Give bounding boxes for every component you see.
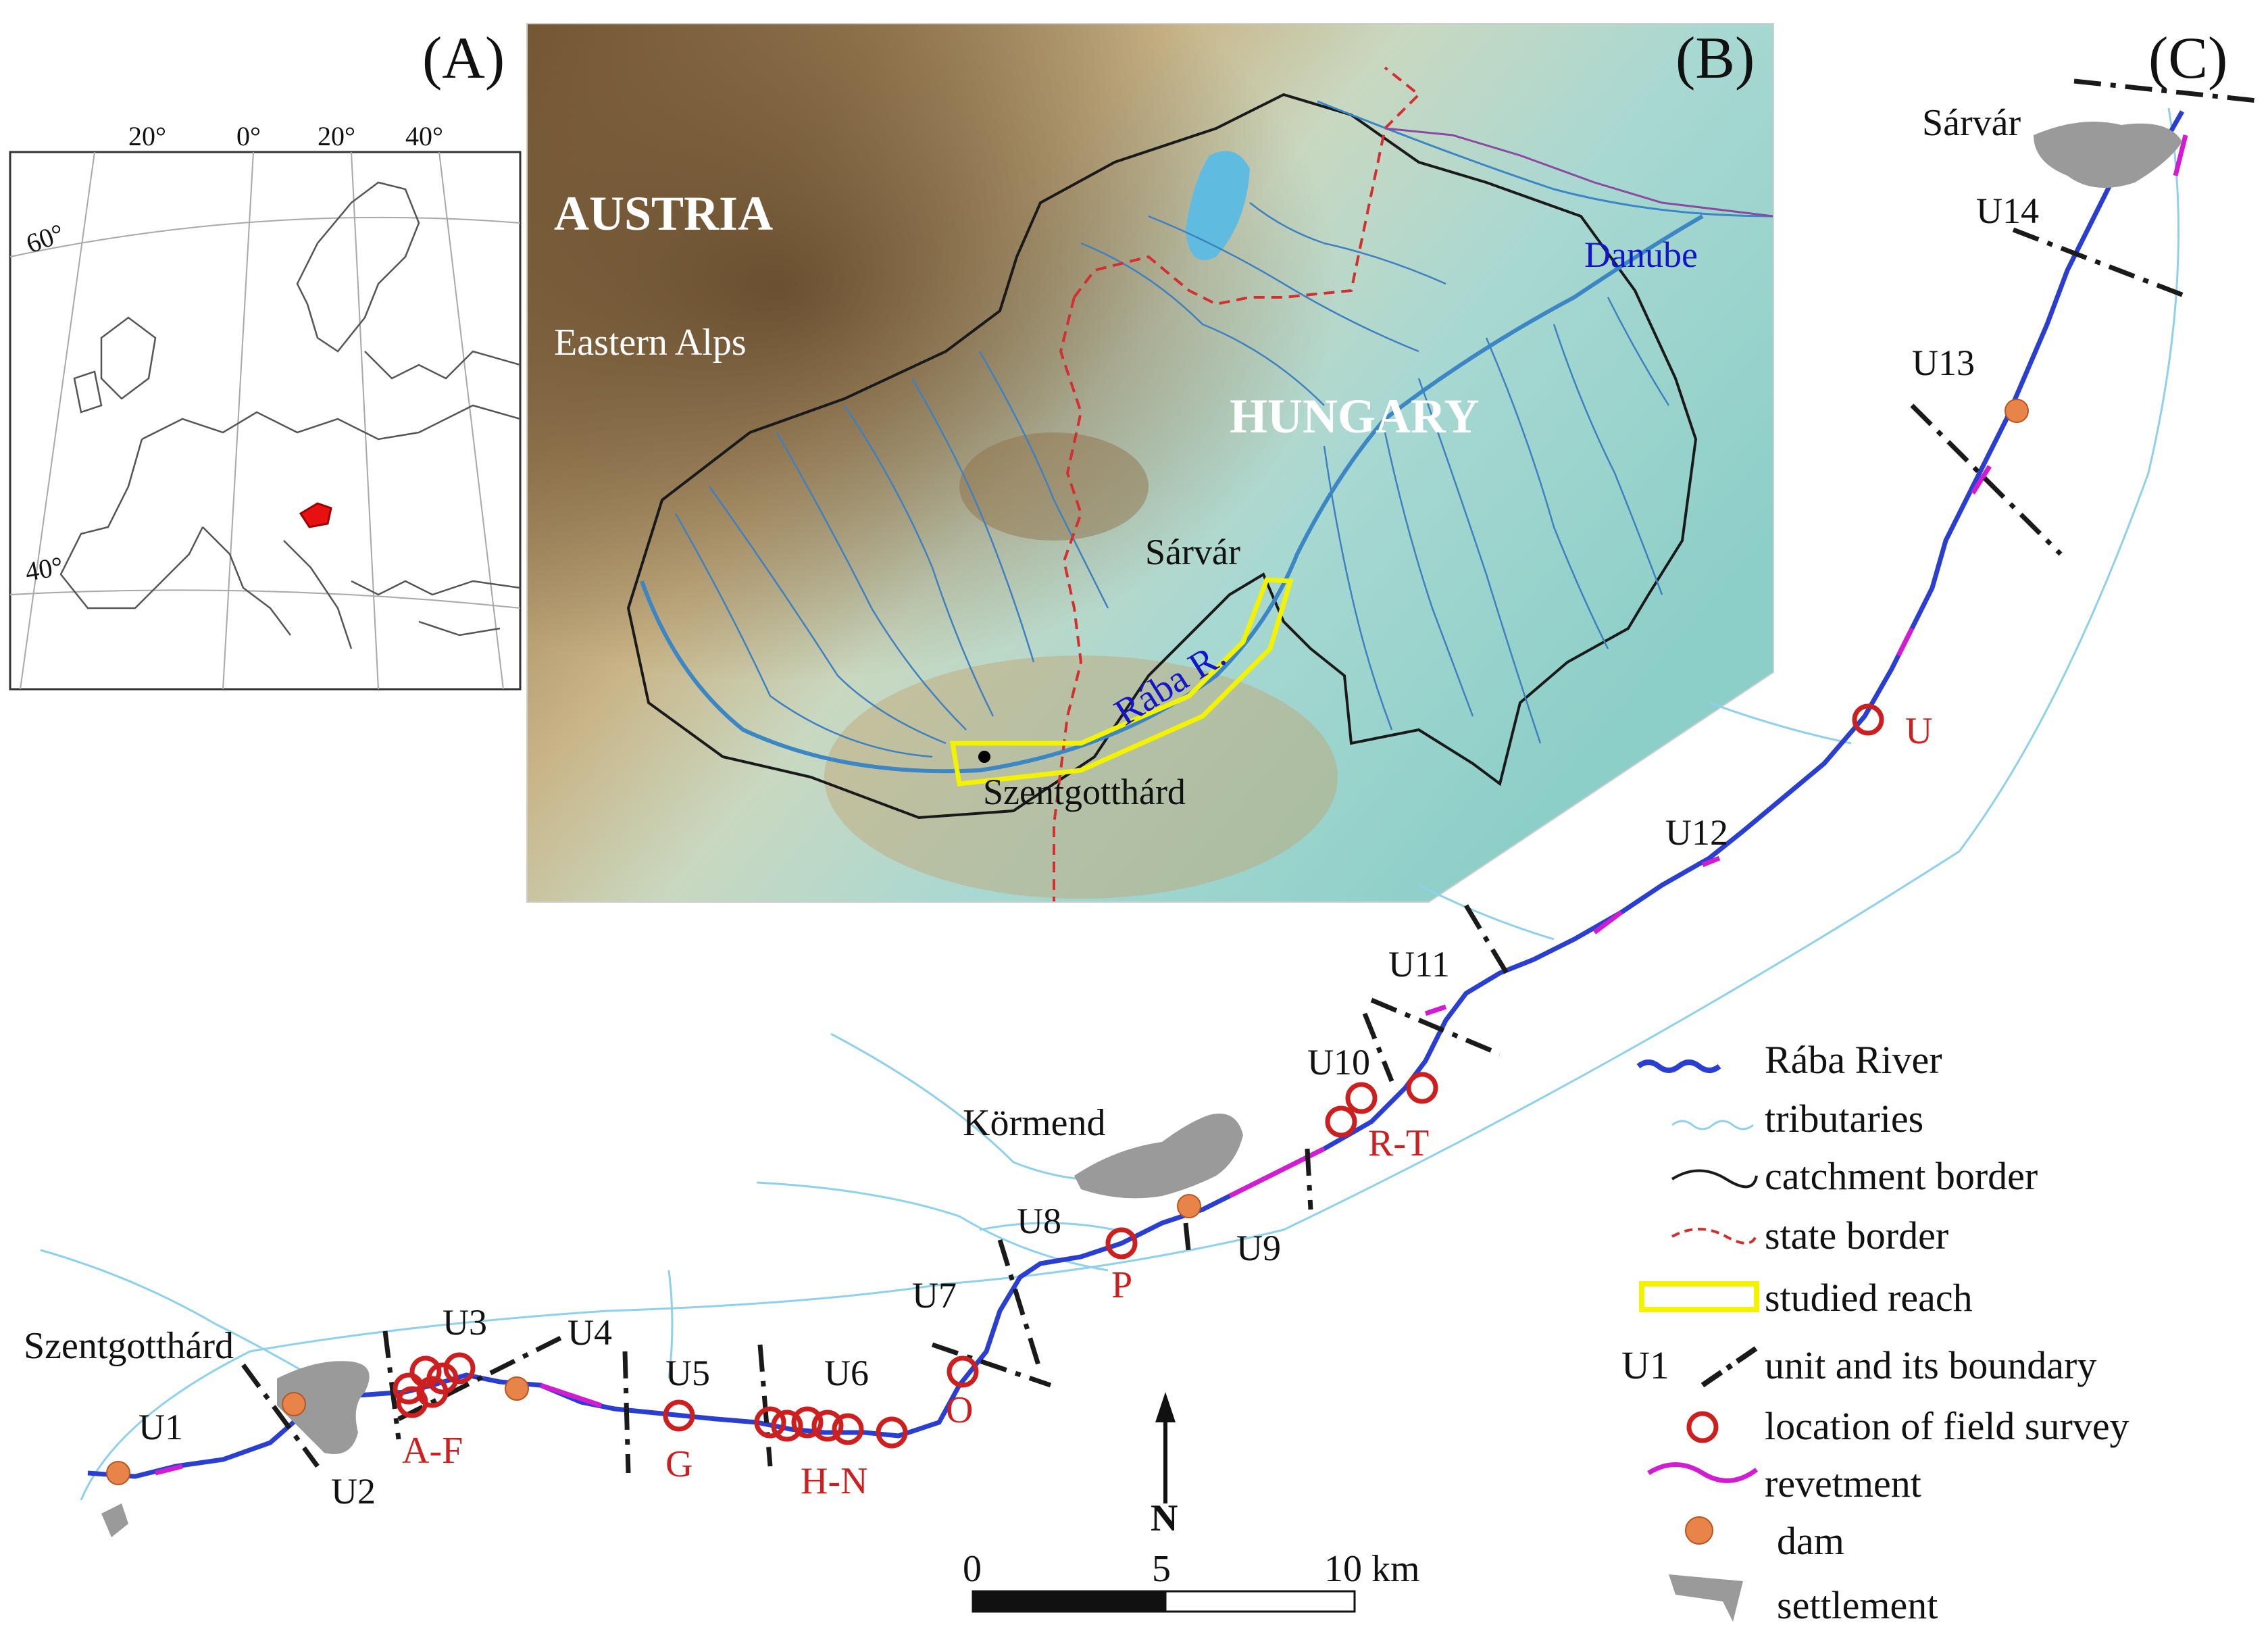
unit-label-u12: U12 [1665, 812, 1728, 853]
legend-state-label: state border [1765, 1214, 1948, 1257]
unit-label-u11: U11 [1388, 944, 1450, 985]
legend-unit-code: U1 [1621, 1343, 1669, 1387]
label-szentgotthard-b: Szentgotthárd [983, 772, 1186, 812]
unit-label-u1: U1 [138, 1407, 183, 1447]
unit-label-u9: U9 [1236, 1228, 1281, 1268]
dam-4 [1177, 1194, 1201, 1218]
settlement-small [101, 1503, 128, 1537]
panel-a-europe-inset [9, 151, 522, 691]
unit-label-u10: U10 [1307, 1042, 1370, 1082]
site-label-o: O [946, 1389, 973, 1431]
label-danube: Danube [1584, 234, 1698, 275]
dam-3 [505, 1376, 529, 1401]
lon-label-3: 20° [318, 121, 355, 151]
catchment-border [626, 93, 1698, 820]
szentgotthard-point [978, 751, 990, 763]
legend-settlement-symbol [1669, 1574, 1743, 1622]
settlement-kormend [1074, 1114, 1243, 1199]
scale-label-5: 5 [1152, 1548, 1171, 1590]
legend-state-symbol [1671, 1228, 1758, 1245]
unit-label-u5: U5 [665, 1353, 710, 1393]
legend-catchment-symbol [1671, 1169, 1758, 1189]
legend: Rába River tributaries catchment border … [1621, 1038, 2130, 1627]
site-label-u: U [1905, 710, 1932, 752]
europe-coastlines [59, 181, 521, 649]
panel-label-c: (C) [2148, 26, 2227, 91]
dam-1 [106, 1461, 130, 1485]
raba-river-main [640, 214, 1704, 774]
legend-revetment-label: revetment [1765, 1462, 1921, 1505]
settlements [101, 122, 2182, 1537]
legend-settlement-label: settlement [1777, 1583, 1938, 1627]
legend-reach-symbol [1639, 1281, 1759, 1312]
survey-sites [393, 703, 1884, 1449]
unit-boundaries [241, 78, 2264, 1474]
danube-river [1317, 100, 1773, 218]
tributary-network [674, 202, 1670, 758]
label-kormend: Körmend [963, 1102, 1106, 1144]
graticule [9, 151, 521, 690]
tributaries-c [40, 107, 2180, 1501]
north-label: N [1151, 1497, 1178, 1539]
panel-label-a: (A) [422, 26, 505, 91]
lon-label-2: 0° [236, 121, 261, 151]
label-sarvar-c: Sárvár [1922, 102, 2021, 144]
lake-neusiedl [1186, 151, 1250, 260]
label-eastern-alps: Eastern Alps [554, 322, 747, 364]
lon-label-4: 40° [405, 121, 443, 151]
raba-river-course [87, 110, 2185, 1479]
unit-label-u2: U2 [331, 1471, 376, 1512]
legend-survey-label: location of field survey [1765, 1404, 2130, 1448]
dam-5 [2005, 399, 2029, 423]
site-label-h-n: H-N [801, 1460, 868, 1502]
state-border-austria-hungary [1053, 297, 1083, 902]
legend-tributary-label: tributaries [1765, 1097, 1923, 1141]
unit-label-u13: U13 [1912, 343, 1975, 383]
site-label-r-t: R-T [1368, 1122, 1429, 1164]
unit-label-u6: U6 [824, 1353, 869, 1393]
scale-bar: 0 5 10 km [963, 1548, 1420, 1613]
site-label-g: G [665, 1443, 692, 1485]
unit-label-u3: U3 [443, 1302, 487, 1343]
scale-label-0: 0 [963, 1548, 982, 1590]
legend-catchment-label: catchment border [1765, 1154, 2038, 1198]
lon-label-1: 20° [128, 121, 166, 151]
legend-tributary-symbol [1671, 1120, 1754, 1130]
settlement-szentgotthard [277, 1361, 370, 1454]
legend-unit-symbol [1700, 1345, 1759, 1388]
unit-label-u4: U4 [568, 1312, 612, 1353]
label-sarvar-b: Sárvár [1145, 532, 1240, 572]
settlement-sarvar [2034, 122, 2182, 188]
dam-2 [282, 1392, 306, 1416]
state-border-slovakia [1384, 127, 1773, 218]
label-szentgotthard-c: Szentgotthárd [24, 1325, 234, 1367]
unit-label-u14: U14 [1976, 191, 2039, 231]
north-arrow: N [1151, 1392, 1178, 1539]
lat-label-40: 40° [23, 551, 66, 587]
unit-label-u7: U7 [912, 1275, 957, 1316]
legend-unit-label: unit and its boundary [1765, 1343, 2096, 1387]
site-label-p: P [1111, 1264, 1132, 1306]
studied-reach-outline [949, 577, 1294, 787]
unit-label-u8: U8 [1017, 1201, 1061, 1241]
scale-label-10: 10 km [1324, 1548, 1420, 1590]
legend-dam-label: dam [1777, 1519, 1844, 1563]
dams [106, 399, 2029, 1485]
site-label-a-f: A-F [402, 1430, 463, 1472]
panel-label-b: (B) [1675, 26, 1755, 91]
label-austria: AUSTRIA [554, 186, 773, 241]
legend-dam-symbol [1685, 1516, 1713, 1545]
panel-c-labels: Sárvár Körmend Szentgotthárd U1 U2 U3 U4… [24, 102, 2039, 1512]
legend-river-symbol [1636, 1060, 1721, 1073]
panel-b-frame [526, 23, 1774, 903]
legend-revetment-symbol [1647, 1462, 1759, 1483]
catchment-location-marker [299, 502, 332, 528]
label-hungary: HUNGARY [1230, 389, 1479, 443]
legend-survey-symbol [1686, 1411, 1719, 1443]
state-border-north [1073, 66, 1421, 306]
panel-b-catchment-map: AUSTRIA HUNGARY Eastern Alps Danube Rába… [527, 24, 1773, 902]
legend-reach-label: studied reach [1765, 1276, 1973, 1320]
legend-river-label: Rába River [1765, 1038, 1942, 1082]
